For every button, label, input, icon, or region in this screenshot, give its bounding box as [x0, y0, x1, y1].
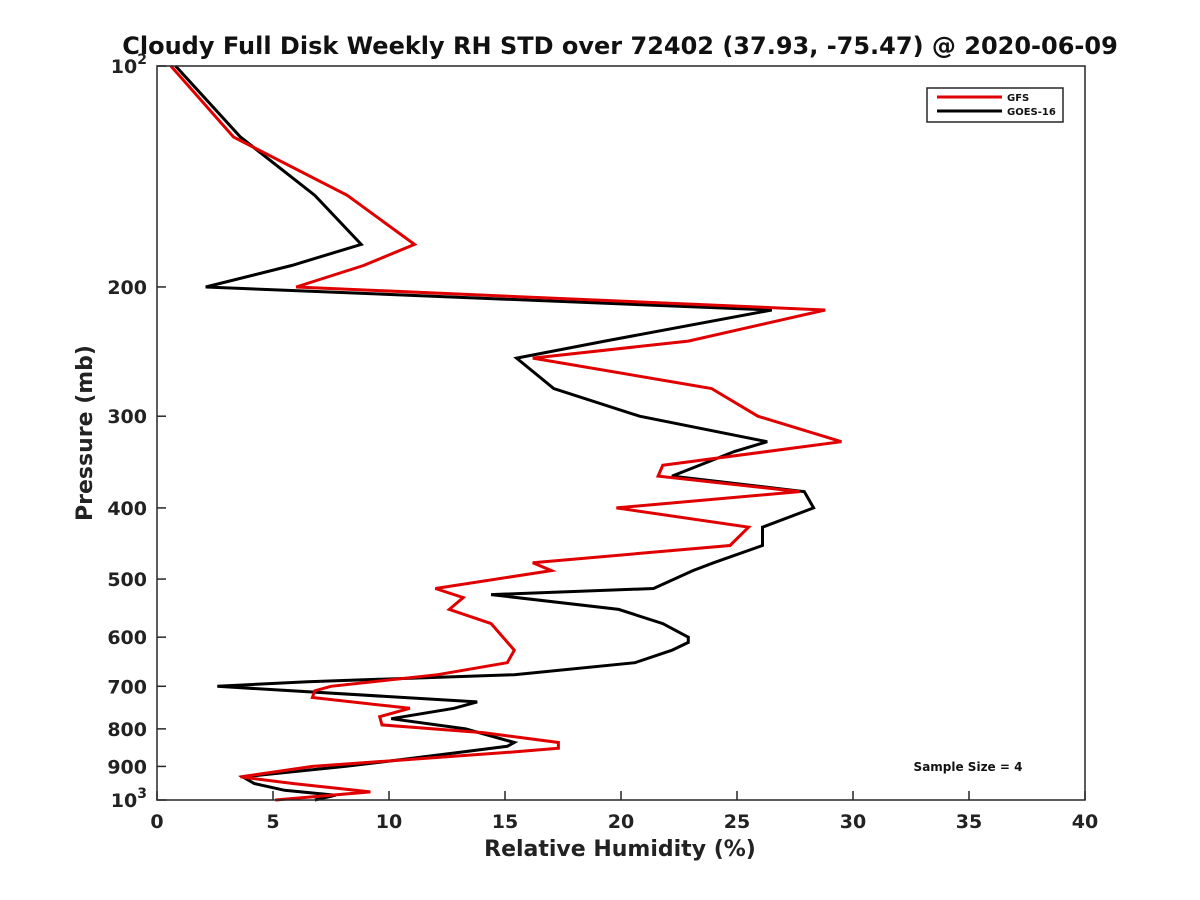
series-line-gfs — [169, 65, 842, 802]
y-tick-label: 800 — [107, 719, 147, 741]
series-line-goes-16 — [174, 64, 816, 802]
legend-box — [926, 87, 1064, 123]
y-tick-label: 700 — [107, 676, 147, 698]
y-tick-base: 10 — [111, 790, 137, 812]
x-tick-label: 0 — [150, 811, 163, 833]
x-axis: 0 5 10 15 20 25 30 35 40 — [150, 791, 1098, 833]
y-tick-label: 600 — [107, 627, 147, 649]
y-tick-exponent: 2 — [137, 52, 147, 68]
x-tick-label: 25 — [724, 811, 750, 833]
x-tick-label: 30 — [840, 811, 866, 833]
x-tick-label: 40 — [1072, 811, 1098, 833]
x-tick-label: 10 — [376, 811, 402, 833]
sample-size-annotation: Sample Size = 4 — [914, 760, 1023, 774]
y-tick-label: 102 — [111, 52, 147, 78]
x-tick-label: 5 — [266, 811, 279, 833]
series-layer — [169, 64, 842, 802]
y-tick-label: 400 — [107, 498, 147, 520]
x-tick-label: 35 — [956, 811, 982, 833]
y-tick-label: 103 — [111, 786, 147, 812]
y-tick-exponent: 3 — [137, 786, 147, 802]
y-tick-label: 900 — [107, 756, 147, 778]
legend-label-goes-16: GOES-16 — [1007, 107, 1056, 118]
y-axis-label: Pressure (mb) — [73, 345, 98, 521]
y-tick-label: 500 — [107, 569, 147, 591]
y-tick-label: 300 — [107, 406, 147, 428]
x-tick-label: 20 — [608, 811, 634, 833]
x-axis-label: Relative Humidity (%) — [484, 837, 756, 862]
y-tick-base: 10 — [111, 56, 137, 78]
legend: GFS GOES-16 — [926, 87, 1064, 123]
legend-label-gfs: GFS — [1007, 93, 1029, 104]
y-tick-label: 200 — [107, 277, 147, 299]
x-tick-label: 15 — [492, 811, 518, 833]
chart-title: Cloudy Full Disk Weekly RH STD over 7240… — [122, 32, 1118, 60]
